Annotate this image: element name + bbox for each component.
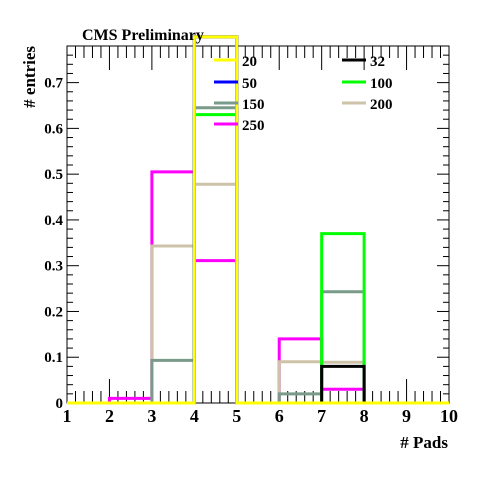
legend-label-32: 32 [370,54,385,70]
x-tick-label-4: 5 [232,406,241,426]
x-tick-label-5: 6 [275,406,284,426]
y-tick-label-2: 0.2 [44,304,63,320]
x-tick-label-1: 2 [105,406,114,426]
y-axis-title: # entries [20,46,39,108]
x-tick-label-6: 7 [317,406,326,426]
y-tick-label-0: 0 [56,396,64,412]
y-tick-label-7: 0.7 [44,76,63,92]
series-150-line [67,106,449,405]
legend: 20 32 50 100 150 200 250 [214,54,393,134]
x-tick-label-7: 8 [360,406,369,426]
x-tick-label-9: 10 [440,406,458,426]
x-tick-label-0: 1 [63,406,72,426]
legend-label-200: 200 [370,97,393,113]
legend-label-100: 100 [370,76,393,92]
y-tick-label-4: 0.4 [44,213,63,229]
series-250-line [67,170,449,405]
x-tick-label-8: 9 [402,406,411,426]
legend-label-250: 250 [242,118,265,134]
series-layer [67,35,449,405]
legend-label-20: 20 [242,54,257,70]
x-tick-label-3: 4 [190,406,199,426]
y-tick-label-6: 0.6 [44,121,63,137]
y-tick-label-1: 0.1 [44,350,63,366]
y-tick-label-3: 0.3 [44,259,63,275]
series-20-line [67,35,449,405]
y-tick-label-5: 0.5 [44,167,63,183]
x-axis-title: # Pads [400,433,448,452]
x-tick-label-2: 3 [147,406,156,426]
series-100-line [67,113,449,405]
legend-label-150: 150 [242,97,265,113]
series-200-line [67,182,449,405]
chart-title: CMS Preliminary [82,27,204,44]
legend-label-50: 50 [242,76,257,92]
